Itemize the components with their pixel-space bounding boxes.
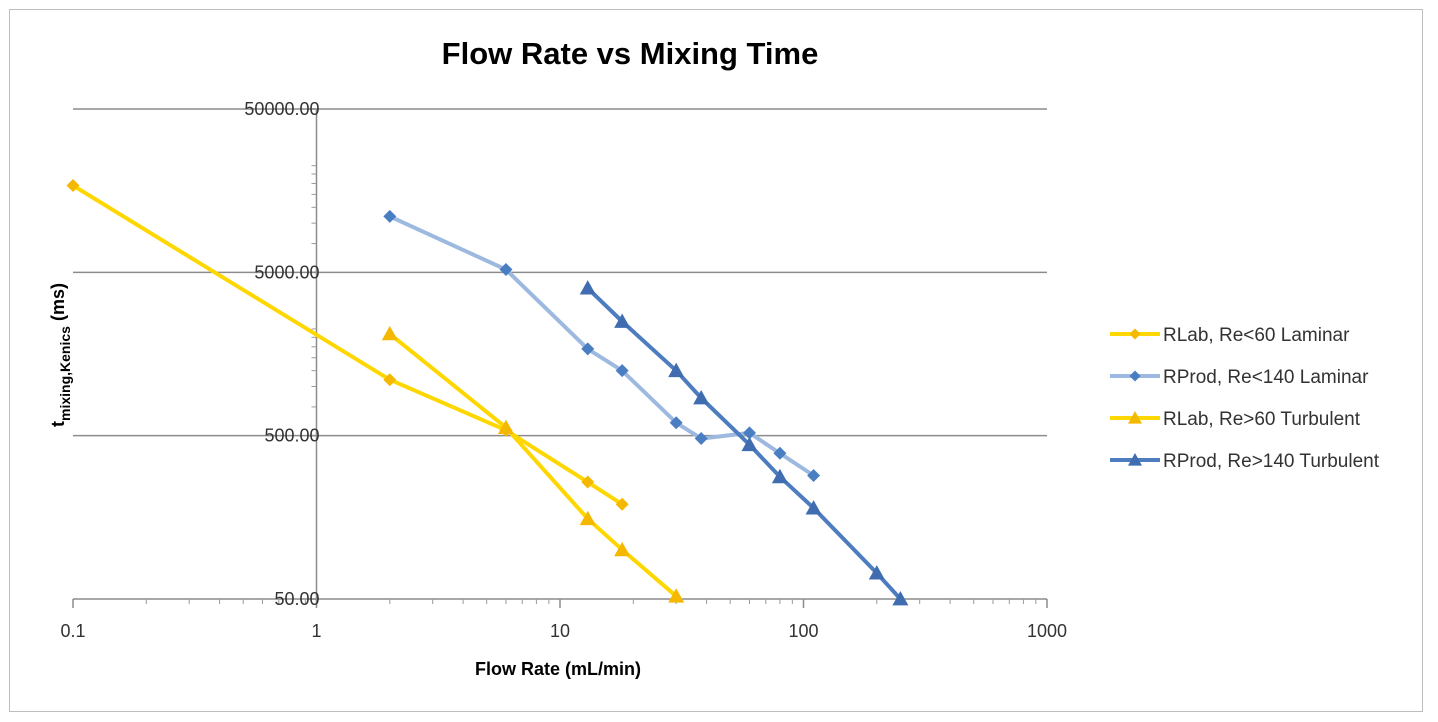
data-point <box>771 468 788 484</box>
data-point <box>614 541 631 557</box>
series-layer <box>66 179 909 606</box>
axes <box>72 108 1048 608</box>
series-4 <box>579 280 909 606</box>
legend-swatch-marker <box>1128 453 1142 466</box>
data-point <box>581 342 595 356</box>
data-point <box>579 280 596 295</box>
legend: RLab, Re<60 Laminar RProd, Re<140 Laminar… <box>1110 325 1380 472</box>
y-axis-title: tmixing,Kenics (ms) <box>48 283 73 427</box>
y-tick-label: 50.00 <box>274 589 319 609</box>
data-point <box>773 446 787 460</box>
data-point <box>694 432 708 446</box>
data-point <box>615 364 629 378</box>
series-line <box>388 332 678 598</box>
y-tick-label: 500.00 <box>264 426 319 446</box>
x-tick-label: 10 <box>550 621 570 641</box>
legend-item: RProd, Re<140 Laminar <box>1110 367 1369 388</box>
legend-label: RProd, Re<140 Laminar <box>1163 367 1369 388</box>
tick-labels: 50.00 500.00 5000.00 50000.00 0.1 1 10 100 1000 <box>60 99 1067 641</box>
data-point <box>669 416 683 430</box>
x-tick-label: 100 <box>788 621 818 641</box>
data-point <box>66 179 80 193</box>
series-3 <box>381 325 685 603</box>
legend-item: RLab, Re>60 Turbulent <box>1110 409 1361 430</box>
y-tick-label: 50000.00 <box>244 99 319 119</box>
legend-item: RLab, Re<60 Laminar <box>1110 325 1350 346</box>
data-point <box>668 588 685 603</box>
data-point <box>614 313 631 328</box>
data-point <box>807 469 821 483</box>
chart-frame <box>9 9 1423 712</box>
legend-label: RProd, Re>140 Turbulent <box>1163 451 1380 472</box>
legend-label: RLab, Re<60 Laminar <box>1163 325 1350 346</box>
data-point <box>742 426 756 440</box>
legend-swatch-marker <box>1129 370 1141 382</box>
series-2 <box>383 209 821 483</box>
series-line <box>71 183 624 506</box>
y-tick-label: 5000.00 <box>254 262 319 282</box>
data-point <box>615 497 629 511</box>
data-point <box>383 373 397 387</box>
x-tick-label: 1000 <box>1027 621 1067 641</box>
data-point <box>499 263 513 277</box>
x-tick-label: 1 <box>311 621 321 641</box>
data-point <box>579 510 596 526</box>
data-point <box>805 500 822 515</box>
x-tick-label: 0.1 <box>60 621 85 641</box>
y-axis-title-unit: (ms) <box>48 283 68 326</box>
data-point <box>741 436 758 452</box>
gridlines <box>73 108 1047 600</box>
data-point <box>383 209 397 223</box>
data-point <box>381 325 398 341</box>
x-axis-title: Flow Rate (mL/min) <box>475 659 641 679</box>
data-point <box>868 565 885 580</box>
y-axis-title-sub: mixing,Kenics <box>57 326 73 421</box>
data-point <box>668 362 685 378</box>
legend-label: RLab, Re>60 Turbulent <box>1163 409 1361 430</box>
series-line <box>586 286 902 601</box>
data-point <box>892 591 909 606</box>
data-point <box>497 419 514 435</box>
data-point <box>581 475 595 489</box>
legend-swatch-marker <box>1129 328 1141 340</box>
data-point <box>693 390 710 405</box>
legend-swatch-marker <box>1128 411 1142 424</box>
y-axis-title-main: t <box>48 421 68 427</box>
series-1 <box>66 179 629 511</box>
chart-title: Flow Rate vs Mixing Time <box>442 36 819 71</box>
legend-item: RProd, Re>140 Turbulent <box>1110 451 1380 472</box>
